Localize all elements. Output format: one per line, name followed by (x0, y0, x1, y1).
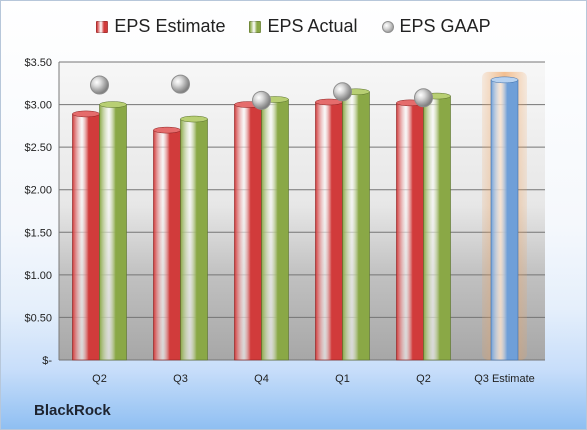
bar-eps-actual (423, 95, 451, 361)
bar-cap-eps-estimate (153, 126, 181, 134)
bar-cap-eps-actual (99, 101, 127, 108)
bar-cap-eps-estimate (72, 110, 100, 118)
plot-area (59, 62, 545, 360)
legend-eps-estimate-label: EPS Estimate (114, 16, 226, 36)
bar-eps-actual (261, 99, 289, 361)
y-tick-label: $2.50 (24, 142, 52, 154)
legend-eps-actual-marker (249, 20, 262, 33)
legend-eps-estimate: EPS Estimate (96, 16, 225, 37)
brand-label: BlackRock (34, 402, 111, 419)
y-tick-label: $2.00 (24, 185, 52, 197)
point-eps-gaap (90, 75, 109, 95)
legend-eps-actual: EPS Actual (249, 16, 358, 37)
point-eps-gaap (252, 90, 271, 110)
bar-cap-q3-estimate (490, 76, 519, 84)
x-tick-label: Q2 (92, 373, 107, 385)
point-eps-gaap (333, 82, 352, 102)
chart-legend: EPS Estimate EPS Actual EPS GAAP (1, 16, 586, 37)
bar-eps-estimate (396, 102, 424, 361)
x-tick-label: Q3 Estimate (474, 373, 535, 385)
bar-eps-estimate (72, 113, 100, 361)
x-tick-label: Q3 (173, 373, 188, 385)
y-tick-label: $- (42, 355, 52, 367)
legend-eps-actual-label: EPS Actual (267, 16, 358, 36)
bar-cap-eps-actual (180, 115, 208, 123)
legend-eps-estimate-marker (96, 20, 109, 33)
legend-eps-gaap-marker (381, 20, 394, 33)
bar-eps-actual (180, 118, 208, 361)
y-tick-label: $3.50 (24, 57, 52, 69)
legend-eps-gaap: EPS GAAP (381, 16, 491, 37)
y-tick-label: $3.00 (24, 100, 52, 112)
legend-eps-gaap-label: EPS GAAP (399, 16, 491, 36)
x-tick-label: Q2 (416, 373, 431, 385)
bar-eps-estimate (153, 129, 181, 361)
bar-q3-estimate (490, 79, 519, 361)
x-tick-label: Q1 (335, 373, 350, 385)
y-tick-label: $1.50 (24, 227, 52, 239)
y-tick-label: $0.50 (24, 312, 52, 324)
bar-eps-actual (342, 91, 370, 361)
bar-eps-estimate (315, 101, 343, 361)
bar-eps-actual (99, 104, 127, 361)
point-eps-gaap (414, 88, 433, 108)
point-eps-gaap (171, 74, 190, 94)
bar-eps-estimate (234, 104, 262, 361)
y-tick-label: $1.00 (24, 270, 52, 282)
x-tick-label: Q4 (254, 373, 269, 385)
